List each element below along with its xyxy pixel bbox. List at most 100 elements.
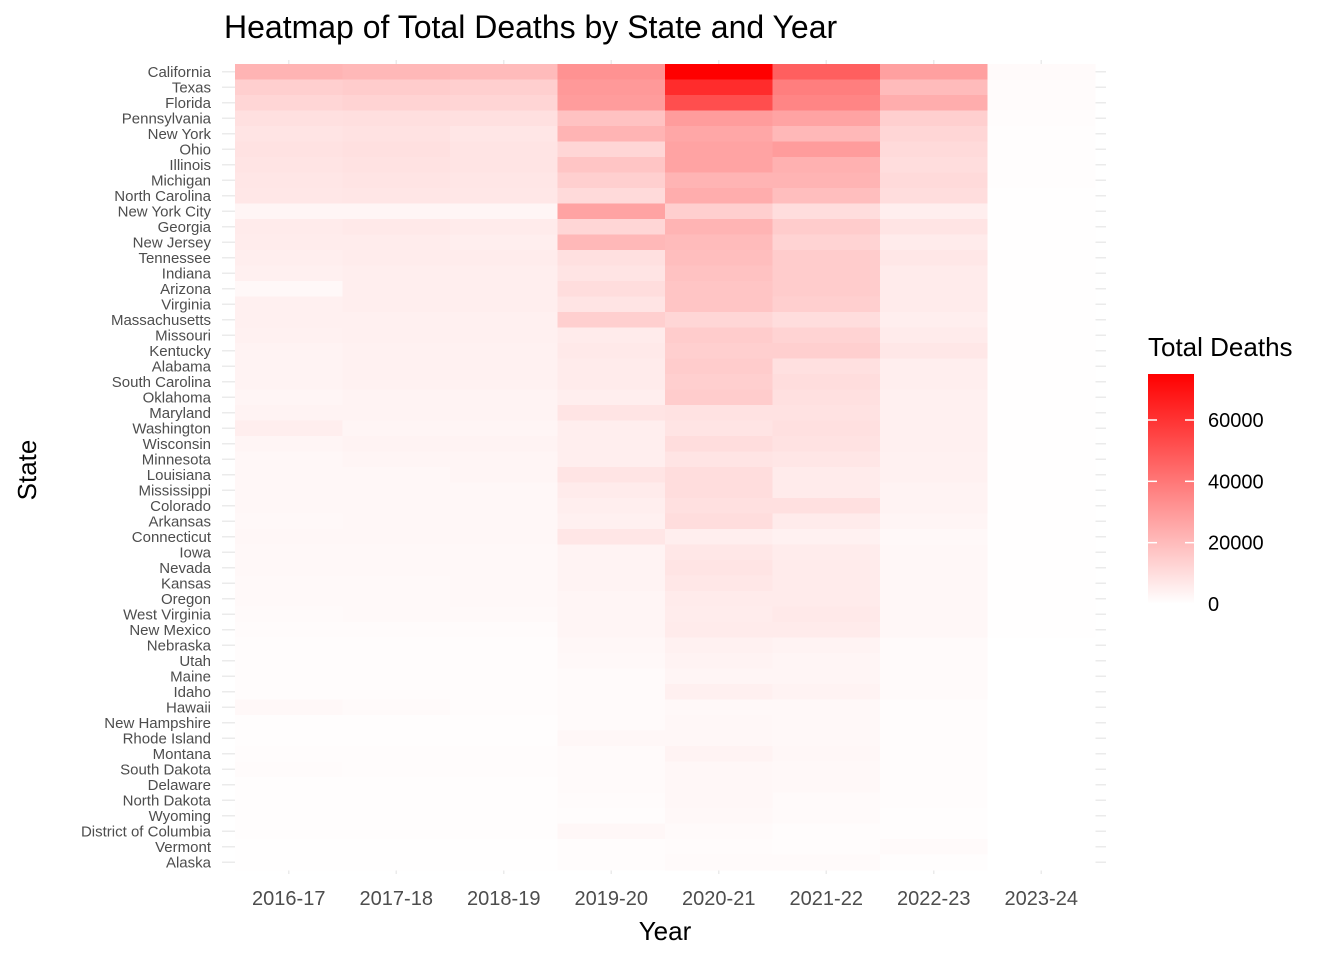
heatmap-cell: [772, 808, 881, 824]
heatmap-cell: [342, 823, 451, 840]
heatmap-cell: [880, 265, 988, 282]
heatmap-cell: [987, 498, 1096, 514]
heatmap-cell: [665, 715, 773, 731]
heatmap-cell: [665, 141, 773, 158]
heatmap-cell: [772, 854, 881, 871]
heatmap-cells: [235, 64, 1096, 871]
heatmap-cell: [880, 544, 988, 561]
heatmap-cell: [450, 389, 558, 406]
heatmap-cell: [450, 95, 558, 111]
heatmap-cell: [235, 668, 343, 685]
heatmap-cell: [557, 715, 666, 731]
x-tick-label: 2018-19: [467, 888, 540, 910]
y-tick-label: North Dakota: [123, 792, 212, 809]
heatmap-cell: [880, 498, 988, 514]
heatmap-cell: [235, 451, 343, 468]
heatmap-cell: [235, 141, 343, 158]
y-tick-label: Tennessee: [138, 250, 211, 267]
heatmap-cell: [987, 451, 1096, 468]
heatmap-cell: [665, 296, 773, 313]
y-tick-label: Mississippi: [138, 482, 211, 499]
heatmap-cell: [987, 792, 1096, 809]
heatmap-cell: [772, 374, 881, 390]
heatmap-cell: [235, 358, 343, 375]
y-tick-label: Hawaii: [166, 699, 211, 716]
heatmap-cell: [450, 405, 558, 421]
heatmap-cell: [880, 668, 988, 685]
heatmap-cell: [235, 606, 343, 623]
heatmap-cell: [342, 622, 451, 638]
heatmap-cell: [772, 560, 881, 576]
heatmap-cell: [450, 498, 558, 514]
y-tick-label: Colorado: [150, 498, 211, 515]
heatmap-cell: [987, 389, 1096, 406]
heatmap-cell: [342, 730, 451, 747]
heatmap-cell: [557, 653, 666, 669]
heatmap-cell: [987, 513, 1096, 530]
heatmap-cell: [772, 281, 881, 297]
heatmap-cell: [235, 792, 343, 809]
y-tick-label: Rhode Island: [123, 730, 211, 747]
heatmap-cell: [772, 513, 881, 530]
heatmap-cell: [235, 839, 343, 855]
heatmap-cell: [880, 606, 988, 623]
heatmap-cell: [450, 358, 558, 375]
heatmap-cell: [665, 823, 773, 840]
heatmap-cell: [880, 250, 988, 266]
y-tick-label: Massachusetts: [111, 312, 211, 329]
heatmap-cell: [880, 172, 988, 189]
heatmap-cell: [772, 730, 881, 747]
heatmap-cell: [450, 575, 558, 592]
y-tick-label: California: [148, 64, 212, 81]
heatmap-cell: [665, 265, 773, 282]
heatmap-cell: [987, 560, 1096, 576]
heatmap-cell: [987, 730, 1096, 747]
heatmap-cell: [342, 405, 451, 421]
heatmap-cell: [665, 203, 773, 220]
x-tick-label: 2022-23: [897, 888, 970, 910]
x-tick-label: 2020-21: [682, 888, 755, 910]
y-tick-label: District of Columbia: [81, 823, 212, 840]
heatmap-cell: [665, 684, 773, 700]
heatmap-cell: [665, 498, 773, 514]
heatmap-cell: [235, 808, 343, 824]
y-tick-label: Minnesota: [142, 451, 212, 468]
heatmap-cell: [342, 420, 451, 437]
heatmap-cell: [987, 95, 1096, 111]
heatmap-cell: [235, 265, 343, 282]
heatmap-cell: [557, 823, 666, 840]
heatmap-cell: [235, 405, 343, 421]
heatmap-cell: [880, 715, 988, 731]
y-tick-label: Montana: [153, 746, 212, 763]
heatmap-cell: [235, 172, 343, 189]
heatmap-cell: [342, 839, 451, 855]
heatmap-cell: [665, 591, 773, 607]
heatmap-cell: [342, 343, 451, 359]
x-tick-label: 2017-18: [360, 888, 433, 910]
heatmap-cell: [342, 296, 451, 313]
heatmap-cell: [235, 188, 343, 204]
heatmap-cell: [880, 234, 988, 251]
heatmap-cell: [772, 436, 881, 452]
heatmap-cell: [342, 358, 451, 375]
heatmap-cell: [342, 451, 451, 468]
heatmap-cell: [987, 699, 1096, 716]
heatmap-cell: [235, 482, 343, 499]
heatmap-cell: [665, 730, 773, 747]
heatmap-cell: [235, 389, 343, 406]
heatmap-cell: [665, 327, 773, 344]
heatmap-cell: [557, 374, 666, 390]
heatmap-cell: [880, 312, 988, 328]
heatmap-cell: [665, 746, 773, 762]
heatmap-cell: [342, 854, 451, 871]
heatmap-cell: [772, 839, 881, 855]
heatmap-cell: [987, 126, 1096, 142]
heatmap-cell: [880, 653, 988, 669]
x-tick-label: 2016-17: [252, 888, 325, 910]
heatmap-cell: [557, 839, 666, 855]
y-tick-label: Maryland: [149, 405, 211, 422]
heatmap-cell: [342, 327, 451, 344]
heatmap-cell: [880, 560, 988, 576]
heatmap-cell: [880, 467, 988, 483]
heatmap-cell: [880, 358, 988, 375]
